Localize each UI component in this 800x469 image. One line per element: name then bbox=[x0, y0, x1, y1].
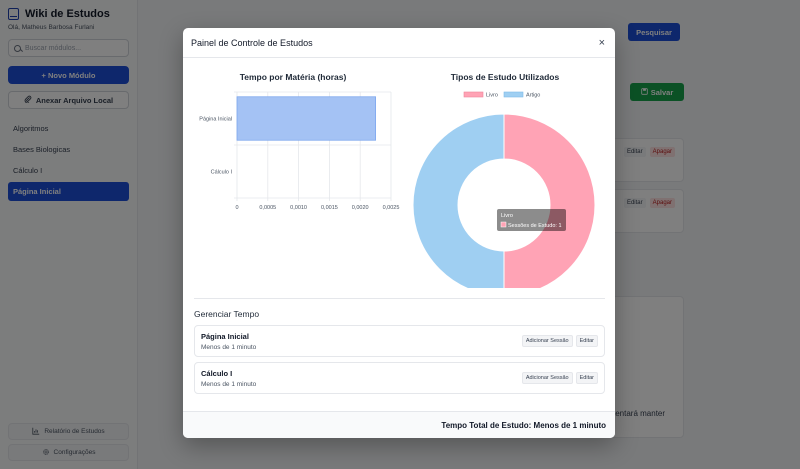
close-icon[interactable]: × bbox=[598, 36, 605, 49]
donut-slice bbox=[412, 113, 505, 288]
legend-swatch bbox=[463, 91, 484, 98]
subject-name: Página Inicial bbox=[201, 331, 249, 341]
y-tick-label: Cálculo I bbox=[211, 170, 233, 176]
donut-slice bbox=[503, 113, 596, 288]
bar-chart-title: Tempo por Matéria (horas) bbox=[239, 72, 347, 82]
tooltip-body: Sessões de Estudo: 1 bbox=[508, 223, 562, 229]
add-session-button[interactable]: Adicionar Sessão bbox=[521, 372, 573, 384]
subject-row: Cálculo I Menos de 1 minuto Adicionar Se… bbox=[194, 362, 605, 394]
subject-time: Menos de 1 minuto bbox=[201, 343, 257, 351]
modal-title: Painel de Controle de Estudos bbox=[191, 37, 313, 48]
x-tick-label: 0,0005 bbox=[259, 205, 276, 211]
total-study-time: Tempo Total de Estudo: Menos de 1 minuto bbox=[183, 411, 615, 438]
subject-row: Página Inicial Menos de 1 minuto Adicion… bbox=[194, 325, 605, 357]
x-tick-label: 0,0020 bbox=[352, 205, 369, 211]
legend-label: Livro bbox=[486, 93, 498, 99]
add-session-button[interactable]: Adicionar Sessão bbox=[521, 335, 573, 347]
bar-chart: 0 0,0005 0,0010 0,0015 0,0020 0,0025 Página In… bbox=[199, 91, 400, 211]
subject-info: Cálculo I Menos de 1 minuto bbox=[201, 369, 256, 388]
subject-name: Cálculo I bbox=[201, 368, 233, 378]
legend-swatch bbox=[503, 91, 524, 98]
x-tick-label: 0,0010 bbox=[290, 205, 307, 211]
edit-subject-button[interactable]: Editar bbox=[575, 372, 598, 384]
legend-label: Artigo bbox=[526, 93, 540, 99]
subject-time: Menos de 1 minuto bbox=[201, 380, 257, 388]
x-tick-label: 0,0015 bbox=[321, 205, 338, 211]
y-tick-label: Página Inicial bbox=[199, 117, 232, 123]
subject-actions: Adicionar Sessão Editar bbox=[521, 335, 598, 347]
manage-time-section: Gerenciar Tempo Página Inicial Menos de … bbox=[194, 298, 605, 399]
subject-info: Página Inicial Menos de 1 minuto bbox=[201, 332, 256, 351]
donut-chart: Livro Artigo Livro Sessões de Estudo: 1 bbox=[412, 91, 596, 288]
x-tick-label: 0 bbox=[235, 205, 238, 211]
tooltip-title: Livro bbox=[501, 213, 513, 219]
bar bbox=[236, 96, 377, 141]
edit-subject-button[interactable]: Editar bbox=[575, 335, 598, 347]
pie-chart-title: Tipos de Estudo Utilizados bbox=[450, 72, 560, 82]
study-dashboard-modal: Painel de Controle de Estudos × Tempo po… bbox=[183, 28, 615, 438]
x-tick-label: 0,0025 bbox=[383, 205, 400, 211]
chart-tooltip bbox=[497, 209, 566, 231]
subject-actions: Adicionar Sessão Editar bbox=[521, 372, 598, 384]
tooltip-swatch bbox=[500, 221, 507, 228]
modal-header: Painel de Controle de Estudos × bbox=[183, 28, 615, 58]
manage-time-title: Gerenciar Tempo bbox=[194, 309, 260, 319]
